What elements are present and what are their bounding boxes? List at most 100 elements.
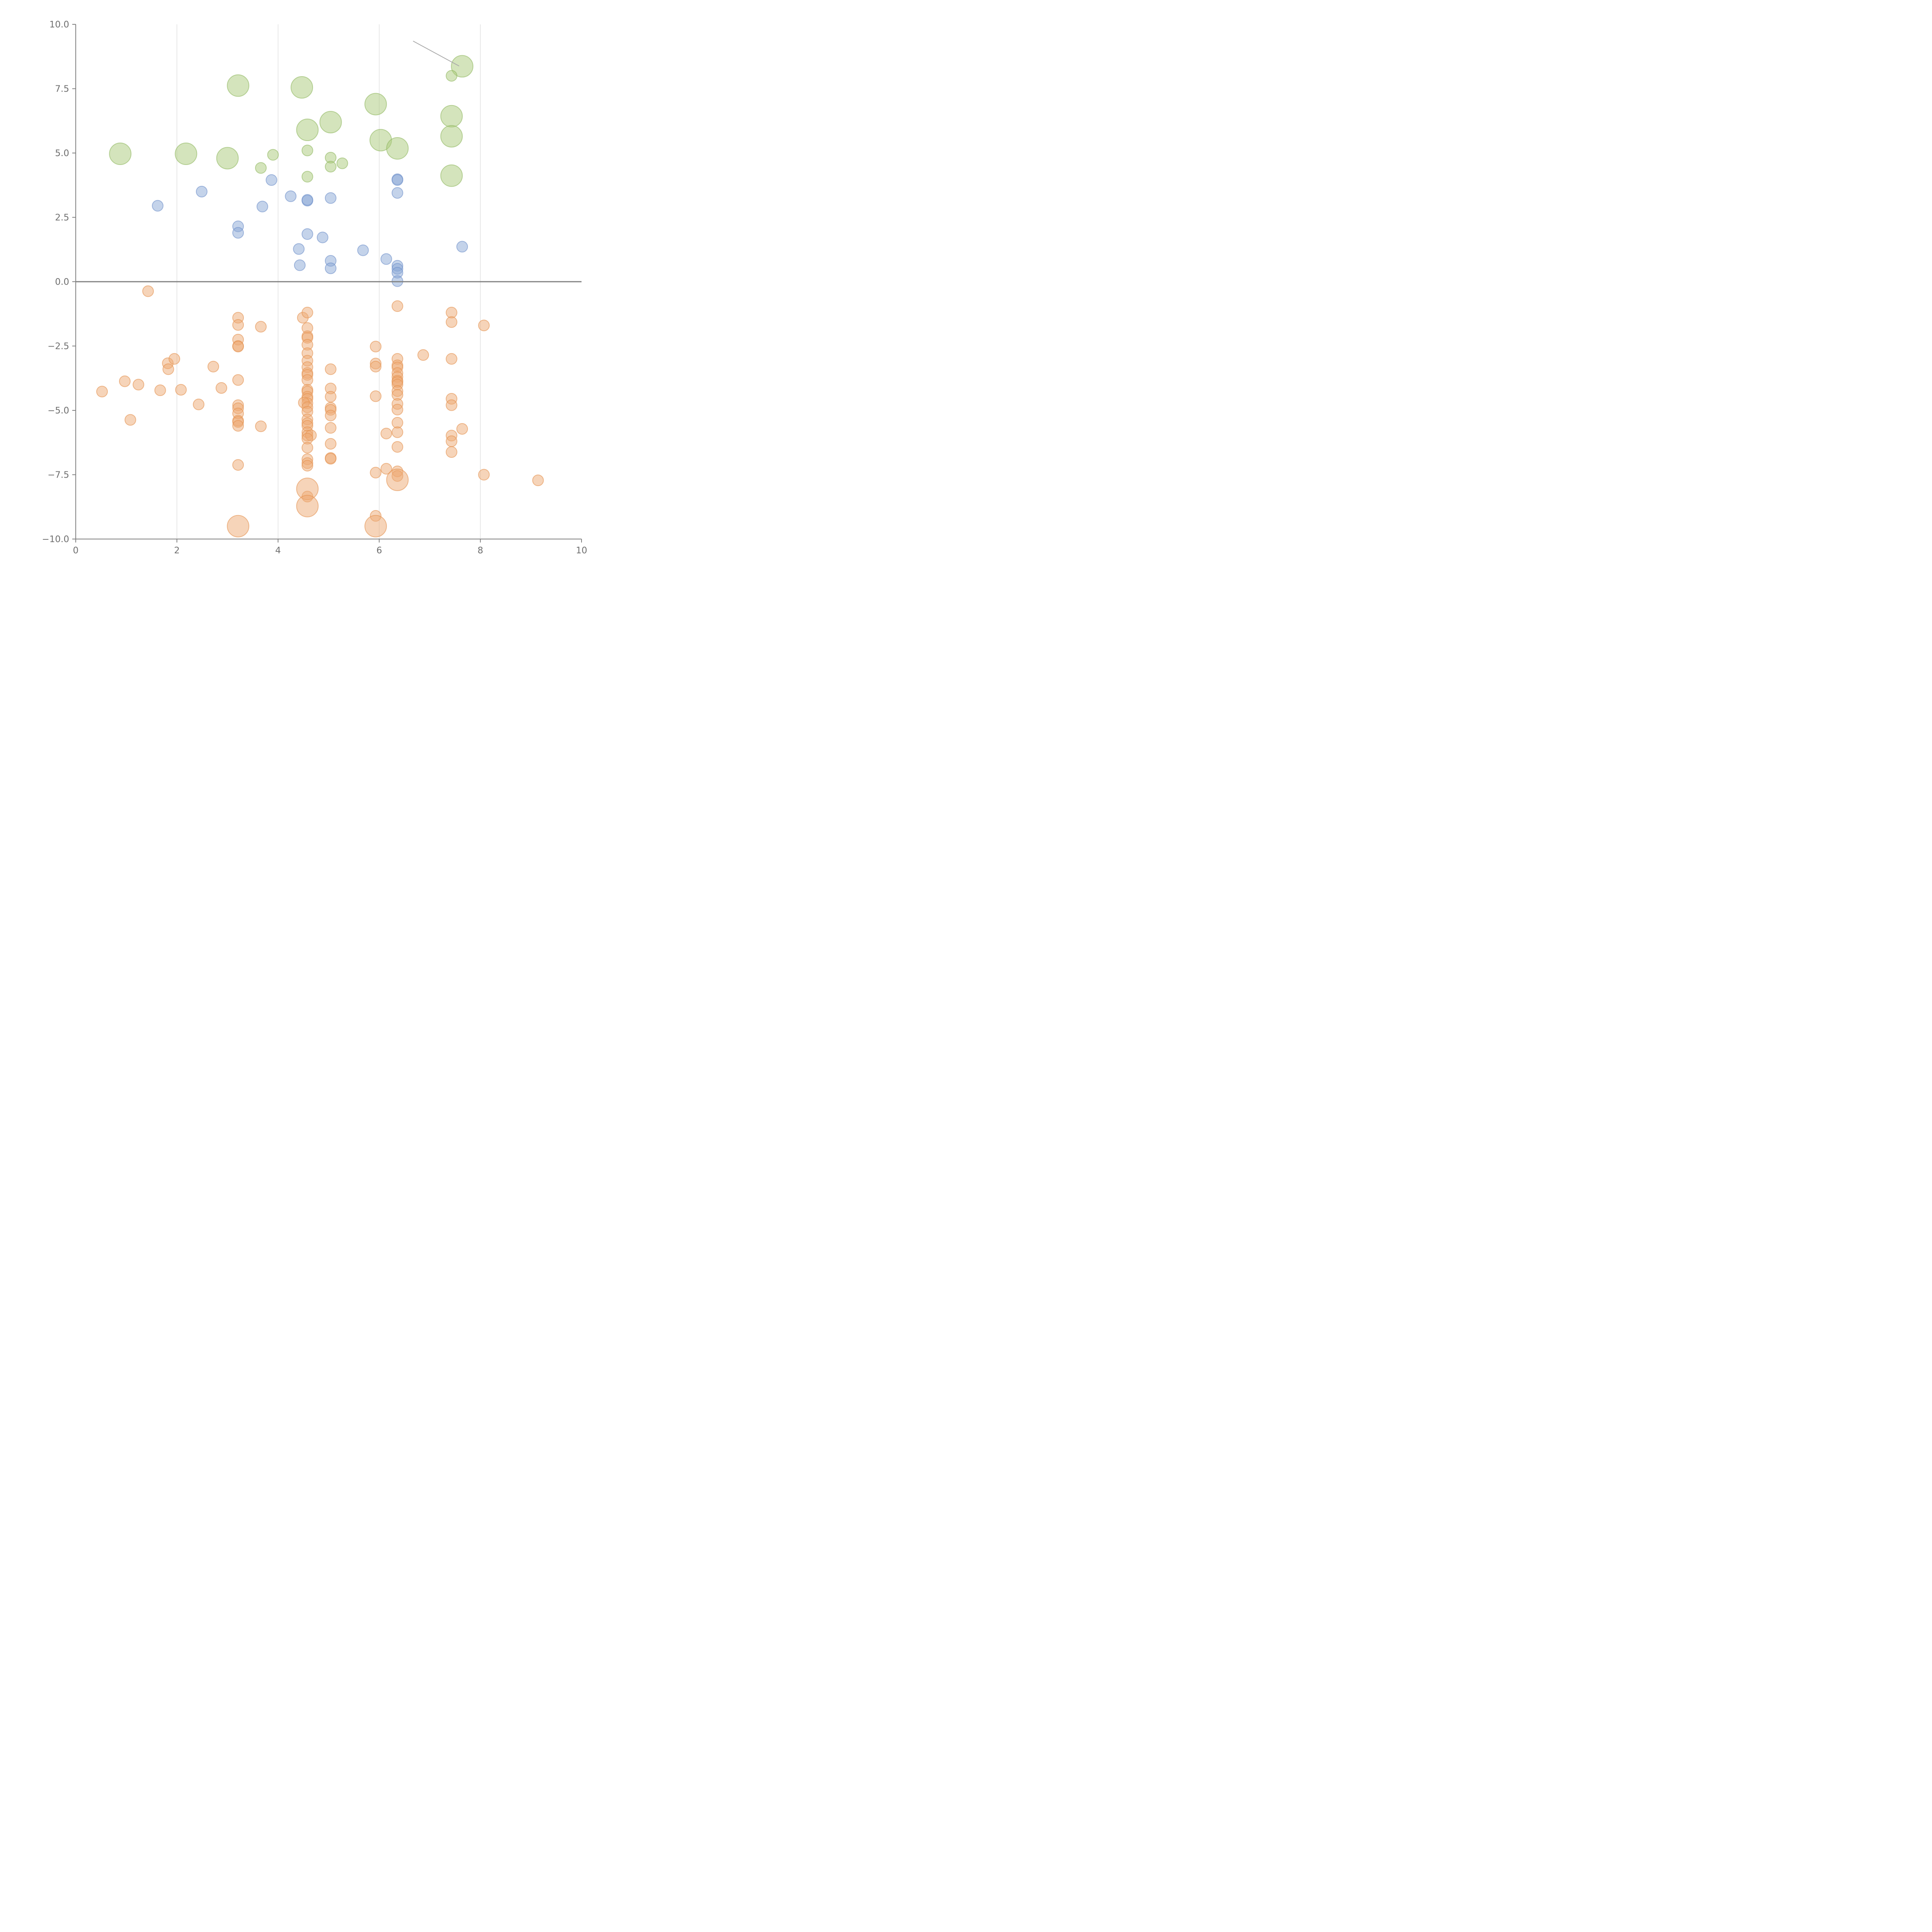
- y-tick-label: −10.0: [42, 534, 69, 544]
- blue-point-25: [456, 241, 468, 253]
- orange-point-24: [232, 420, 244, 432]
- orange-point-107: [478, 469, 490, 481]
- axes: [72, 24, 582, 543]
- blue-point-1: [196, 185, 207, 197]
- orange-point-98: [446, 316, 457, 328]
- y-tick-label: −5.0: [48, 406, 69, 416]
- orange-point-60: [325, 363, 337, 375]
- orange-point-96: [417, 349, 429, 361]
- blue-point-9: [301, 228, 313, 240]
- orange-point-4: [124, 414, 136, 426]
- blue-point-17: [380, 253, 392, 265]
- orange-point-12: [215, 382, 227, 394]
- orange-point-73: [370, 390, 382, 402]
- orange-point-25: [232, 459, 244, 471]
- y-tick-label: −2.5: [48, 342, 69, 352]
- orange-point-76: [380, 427, 392, 439]
- orange-point-69: [325, 453, 337, 465]
- green-point-10: [440, 105, 463, 128]
- blue-point-11: [293, 243, 305, 255]
- orange-point-17: [232, 340, 244, 352]
- orange-point-65: [325, 410, 337, 422]
- orange-point-58: [301, 460, 313, 472]
- green-point-6: [319, 111, 342, 134]
- green-point-5: [296, 119, 319, 141]
- orange-point-5: [154, 384, 166, 396]
- orange-point-92: [391, 426, 403, 438]
- orange-point-29: [301, 306, 313, 318]
- orange-point-78: [391, 300, 403, 312]
- orange-point-113: [364, 515, 387, 537]
- orange-point-3: [133, 379, 145, 391]
- orange-point-18: [232, 374, 244, 386]
- blue-point-4: [257, 201, 269, 213]
- blue-point-13: [325, 192, 337, 204]
- orange-point-74: [370, 467, 382, 479]
- blue-point-15: [325, 262, 337, 274]
- y-tick-label: 10.0: [49, 20, 69, 30]
- orange-point-103: [446, 435, 457, 447]
- orange-point-0: [142, 285, 154, 297]
- orange-point-62: [325, 391, 337, 403]
- x-tick-label: 8: [478, 546, 483, 556]
- orange-point-93: [391, 441, 403, 453]
- orange-point-55: [301, 442, 313, 454]
- orange-point-27: [255, 420, 267, 432]
- orange-point-26: [255, 321, 267, 333]
- y-tick-label: −7.5: [48, 470, 69, 480]
- x-tick-label: 2: [174, 546, 180, 556]
- blue-point-5: [265, 174, 277, 186]
- orange-point-111: [386, 468, 409, 491]
- annotation-leader-line: [413, 41, 459, 66]
- orange-point-39: [301, 374, 313, 386]
- green-point-0: [109, 142, 132, 165]
- blue-point-0: [152, 200, 164, 212]
- orange-point-7: [162, 363, 174, 375]
- orange-point-112: [227, 515, 250, 537]
- green-point-13: [451, 55, 474, 78]
- blue-point-3: [232, 227, 244, 239]
- annotations: [413, 41, 459, 66]
- orange-point-66: [325, 422, 337, 434]
- blue-point-19: [391, 174, 403, 186]
- blue-point-16: [357, 244, 369, 256]
- blue-point-12: [294, 259, 306, 271]
- scatter-chart: 0 2 4 6 8 10 10.0 7.5 5.0 2.5 0.0 −2.5 −5.0 −7.5 −10.0: [42, 20, 587, 556]
- green-point-18: [301, 171, 313, 183]
- orange-point-99: [446, 353, 457, 365]
- orange-point-77: [380, 463, 392, 475]
- tick-labels: 0 2 4 6 8 10 10.0 7.5 5.0 2.5 0.0 −2.5 −5.0 −7.5 −10.0: [42, 20, 587, 556]
- y-tick-label: 2.5: [55, 213, 69, 223]
- orange-point-110: [296, 495, 319, 517]
- orange-point-9: [175, 384, 187, 396]
- orange-point-104: [446, 446, 457, 458]
- x-tick-label: 0: [73, 546, 79, 556]
- x-tick-label: 10: [576, 546, 587, 556]
- green-point-21: [336, 157, 348, 169]
- green-point-4: [291, 76, 313, 99]
- green-point-7: [364, 93, 387, 116]
- blue-point-8: [301, 194, 313, 206]
- orange-point-67: [325, 438, 337, 450]
- orange-point-101: [446, 399, 457, 411]
- green-point-11: [440, 125, 463, 148]
- orange-point-1: [96, 386, 108, 398]
- data-points: [96, 55, 544, 537]
- green-point-20: [325, 161, 337, 173]
- orange-point-11: [207, 361, 219, 372]
- green-point-14: [446, 70, 457, 82]
- x-tick-label: 4: [275, 546, 281, 556]
- green-point-9: [386, 137, 409, 160]
- orange-point-14: [232, 319, 244, 331]
- orange-point-2: [119, 375, 131, 387]
- green-point-2: [216, 147, 239, 170]
- green-point-1: [175, 142, 197, 165]
- blue-point-20: [391, 187, 403, 199]
- y-tick-label: 5.0: [55, 148, 69, 158]
- blue-point-10: [316, 231, 328, 243]
- orange-point-72: [370, 361, 382, 372]
- orange-point-108: [532, 474, 544, 486]
- orange-point-10: [193, 398, 205, 410]
- y-tick-label: 0.0: [55, 277, 69, 287]
- green-point-15: [267, 149, 279, 161]
